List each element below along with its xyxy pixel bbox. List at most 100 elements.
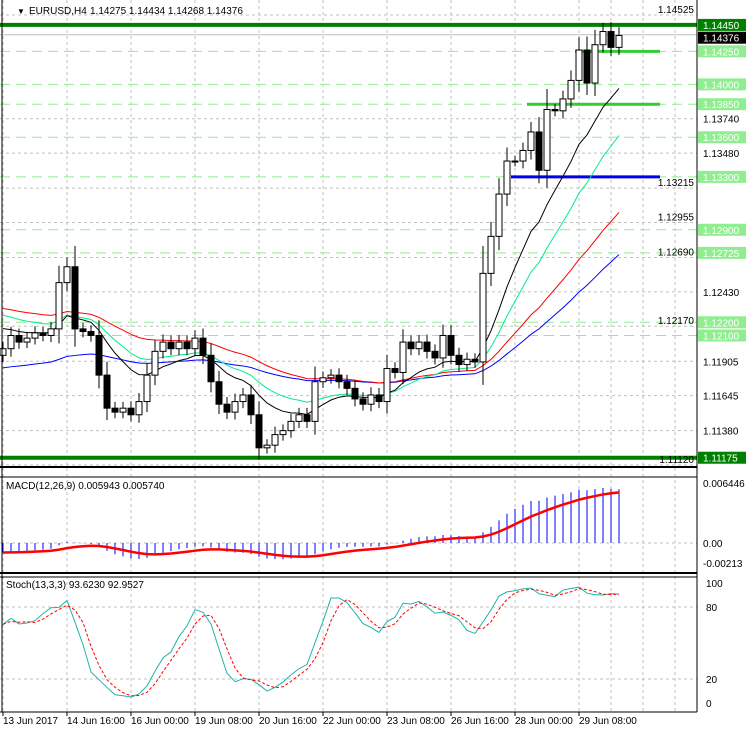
macd-signal-line xyxy=(2,491,620,558)
price-tick-label: 1.11120 xyxy=(659,455,694,466)
bearish-candle xyxy=(359,398,367,405)
bearish-candle xyxy=(207,354,215,383)
bullish-candle xyxy=(55,282,63,330)
bearish-candle xyxy=(303,414,311,422)
price-tick-label: 1.12690 xyxy=(658,248,695,259)
bullish-candle xyxy=(135,401,143,416)
bearish-candle xyxy=(199,337,207,356)
current-price-badge xyxy=(698,31,746,44)
bearish-candle xyxy=(103,374,111,409)
bullish-candle xyxy=(295,414,303,422)
bearish-candle xyxy=(79,328,87,333)
collapse-triangle-icon[interactable]: ▼ xyxy=(17,7,25,16)
date-label: 20 Jun 16:00 xyxy=(259,716,317,727)
bullish-candle xyxy=(263,444,271,449)
bearish-candle xyxy=(223,403,231,413)
bullish-candle xyxy=(415,341,423,350)
bullish-candle xyxy=(143,374,151,403)
strong-level-label: 1.11175 xyxy=(703,454,738,465)
moving-average-black xyxy=(2,88,620,415)
price-tick-label: 1.11645 xyxy=(703,392,739,403)
bearish-candle xyxy=(407,341,415,350)
date-label: 28 Jun 00:00 xyxy=(515,716,573,727)
bullish-candle xyxy=(495,193,503,237)
bullish-candle xyxy=(311,381,319,422)
stoch-tick-label: 0 xyxy=(706,699,712,710)
level-price-badge xyxy=(698,170,746,183)
date-label: 23 Jun 08:00 xyxy=(387,716,445,727)
level-price-badge xyxy=(698,78,746,91)
level-price-badge xyxy=(698,329,746,342)
bullish-candle xyxy=(503,160,511,195)
bullish-candle xyxy=(567,79,575,100)
level-price-label: 1.14000 xyxy=(703,80,740,91)
bearish-candle xyxy=(343,381,351,389)
bearish-candle xyxy=(551,108,559,112)
level-price-badge xyxy=(698,98,746,111)
strong-level-label: 1.14450 xyxy=(703,21,740,32)
bearish-candle xyxy=(583,49,591,84)
bullish-candle xyxy=(383,368,391,403)
price-tick-label: 1.13480 xyxy=(703,149,740,160)
bullish-candle xyxy=(615,34,623,48)
bearish-candle xyxy=(71,266,79,330)
moving-average-green xyxy=(2,135,620,403)
bullish-candle xyxy=(287,420,295,432)
bearish-candle xyxy=(95,334,103,376)
bullish-candle xyxy=(463,358,471,366)
bullish-candle xyxy=(599,31,607,46)
bearish-candle xyxy=(167,341,175,350)
moving-average-red xyxy=(2,212,620,384)
bearish-candle xyxy=(391,368,399,373)
bullish-candle xyxy=(159,341,167,352)
bullish-candle xyxy=(487,235,495,274)
bullish-candle xyxy=(23,337,31,343)
stoch-tick-label: 100 xyxy=(706,579,723,590)
bullish-candle xyxy=(191,337,199,350)
bearish-candle xyxy=(39,332,47,336)
bullish-candle xyxy=(327,374,335,379)
macd-label: MACD(12,26,9) 0.005943 0.005740 xyxy=(6,481,165,492)
macd-tick-label: -0.00213 xyxy=(703,559,743,570)
bearish-candle xyxy=(111,407,119,413)
bullish-candle xyxy=(439,334,447,359)
bullish-candle xyxy=(591,44,599,84)
price-tick-label: 1.13740 xyxy=(703,115,740,126)
bearish-candle xyxy=(335,374,343,383)
bearish-candle xyxy=(351,387,359,400)
price-tick-label: 1.14525 xyxy=(658,5,695,16)
bullish-candle xyxy=(151,350,159,376)
stoch-tick-label: 20 xyxy=(706,675,718,686)
level-price-badge xyxy=(698,131,746,144)
level-price-label: 1.14250 xyxy=(703,47,740,58)
date-label: 22 Jun 00:00 xyxy=(323,716,381,727)
strong-level-badge xyxy=(698,18,746,31)
bullish-candle xyxy=(559,98,567,112)
bullish-candle xyxy=(511,160,519,163)
stoch-signal-line xyxy=(2,588,620,697)
bullish-candle xyxy=(575,49,583,81)
bullish-candle xyxy=(63,266,71,284)
level-price-label: 1.12900 xyxy=(703,226,740,237)
bearish-candle xyxy=(215,381,223,405)
bullish-candle xyxy=(271,434,279,446)
date-label: 29 Jun 08:00 xyxy=(579,716,637,727)
bearish-candle xyxy=(127,407,135,416)
price-tick-label: 1.13215 xyxy=(658,178,695,189)
level-price-badge xyxy=(698,316,746,329)
macd-tick-label: 0.00 xyxy=(703,539,723,550)
price-tick-label: 1.12170 xyxy=(658,316,695,327)
bearish-candle xyxy=(535,131,543,171)
bearish-candle xyxy=(375,394,383,403)
price-tick-label: 1.11380 xyxy=(703,427,739,438)
bearish-candle xyxy=(255,414,263,449)
bearish-candle xyxy=(87,331,95,336)
price-tick-label: 1.12430 xyxy=(703,288,740,299)
bearish-candle xyxy=(423,341,431,352)
current-price-label: 1.14376 xyxy=(703,34,740,45)
level-price-label: 1.13600 xyxy=(703,133,740,144)
bearish-candle xyxy=(15,334,23,343)
level-price-label: 1.12725 xyxy=(703,249,740,260)
